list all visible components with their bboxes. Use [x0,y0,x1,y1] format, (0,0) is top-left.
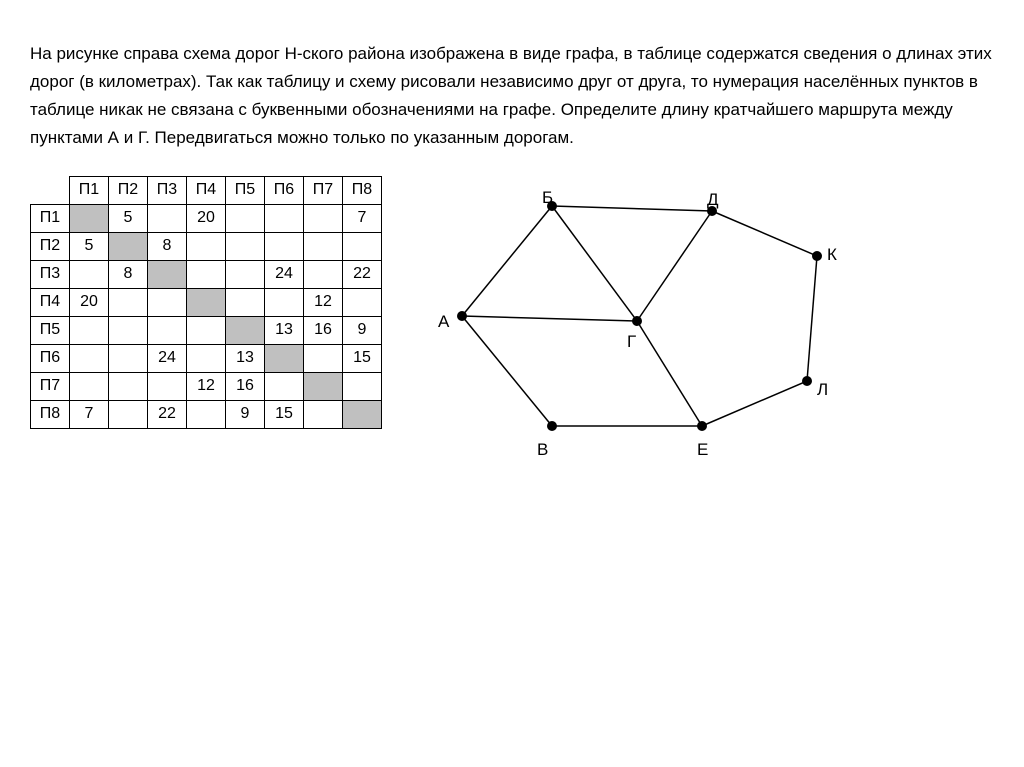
table-cell [265,289,304,317]
table-cell: 16 [226,373,265,401]
graph-node-label: Д [707,186,719,214]
table-cell [109,345,148,373]
table-cell [148,317,187,345]
table-cell [304,345,343,373]
graph-node-label: Е [697,436,708,464]
graph-node-label: Л [817,376,828,404]
table-cell [343,233,382,261]
table-cell [226,205,265,233]
table-cell [265,373,304,401]
table-cell [109,233,148,261]
table-cell: 24 [148,345,187,373]
table-cell: 7 [70,401,109,429]
table-cell: 20 [70,289,109,317]
table-cell [148,373,187,401]
table-cell [70,317,109,345]
table-cell [343,289,382,317]
table-cell: 9 [226,401,265,429]
table-cell [187,317,226,345]
table-cell: 5 [109,205,148,233]
table-cell [265,233,304,261]
table-cell: 15 [265,401,304,429]
table-cell [226,233,265,261]
table-cell [109,401,148,429]
table-header: П5 [226,177,265,205]
table-cell: 13 [226,345,265,373]
table-cell: 5 [70,233,109,261]
graph-node-label: А [438,308,449,336]
adjacency-table: П1П2П3П4П5П6П7П8 П15207П258П382422П42012… [30,176,382,429]
table-cell: 7 [343,205,382,233]
table-cell [187,401,226,429]
table-cell [148,205,187,233]
table-cell [187,345,226,373]
table-cell: 20 [187,205,226,233]
table-cell [109,289,148,317]
table-cell [265,205,304,233]
table-cell: 9 [343,317,382,345]
table-header: П1 [70,177,109,205]
table-cell [70,205,109,233]
table-row-label: П5 [31,317,70,345]
table-cell [226,289,265,317]
table-cell [109,317,148,345]
table-cell [187,233,226,261]
table-header: П8 [343,177,382,205]
table-cell: 13 [265,317,304,345]
table-cell: 8 [148,233,187,261]
table-cell [304,401,343,429]
table-row-label: П1 [31,205,70,233]
table-cell: 15 [343,345,382,373]
table-cell: 12 [187,373,226,401]
table-cell: 8 [109,261,148,289]
table-header: П6 [265,177,304,205]
table-row-label: П4 [31,289,70,317]
table-row-label: П6 [31,345,70,373]
table-cell [187,261,226,289]
graph-node-label: Б [542,184,553,212]
table-cell [70,373,109,401]
table-row-label: П3 [31,261,70,289]
table-cell [343,401,382,429]
table-cell [70,345,109,373]
table-row-label: П2 [31,233,70,261]
table-cell: 22 [148,401,187,429]
graph-node-label: Г [627,328,636,356]
table-cell: 16 [304,317,343,345]
table-cell [109,373,148,401]
table-cell: 24 [265,261,304,289]
table-cell [187,289,226,317]
table-cell [304,205,343,233]
table-cell [265,345,304,373]
table-header: П7 [304,177,343,205]
table-cell [304,233,343,261]
table-cell [70,261,109,289]
table-cell [304,261,343,289]
table-cell [304,373,343,401]
graph-node-label: К [827,241,837,269]
table-row-label: П7 [31,373,70,401]
problem-text: На рисунке справа схема дорог Н-ского ра… [30,40,994,152]
table-cell [226,317,265,345]
content-row: П1П2П3П4П5П6П7П8 П15207П258П382422П42012… [30,176,994,476]
table-cell: 12 [304,289,343,317]
table-header: П4 [187,177,226,205]
table-cell [148,289,187,317]
graph-node-label: В [537,436,548,464]
table-row-label: П8 [31,401,70,429]
table-header: П3 [148,177,187,205]
table-cell: 22 [343,261,382,289]
table-cell [226,261,265,289]
table-cell [343,373,382,401]
table-cell [148,261,187,289]
table-header: П2 [109,177,148,205]
graph-diagram: А Б В Г Д Е К Л [422,176,882,476]
